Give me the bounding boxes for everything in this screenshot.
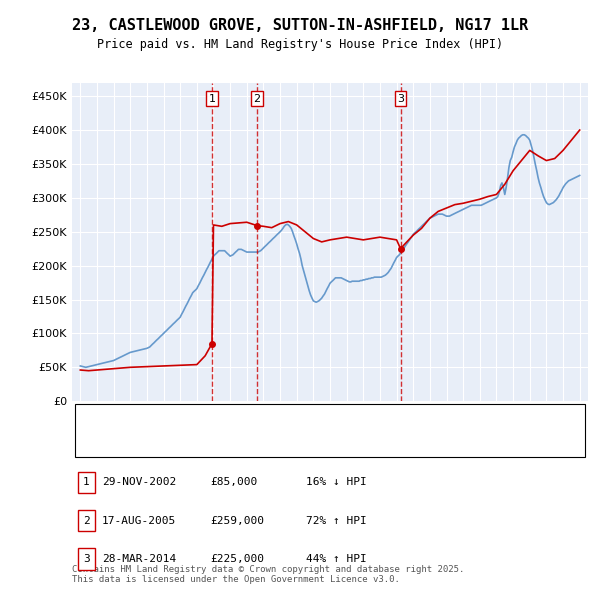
Text: 2: 2 [83,516,90,526]
Text: 28-MAR-2014: 28-MAR-2014 [102,554,176,564]
Text: 3: 3 [397,94,404,103]
Text: £85,000: £85,000 [210,477,257,487]
Text: 23, CASTLEWOOD GROVE, SUTTON-IN-ASHFIELD, NG17 1LR: 23, CASTLEWOOD GROVE, SUTTON-IN-ASHFIELD… [72,18,528,32]
Text: 2: 2 [254,94,260,103]
Text: 72% ↑ HPI: 72% ↑ HPI [306,516,367,526]
Text: 1: 1 [83,477,90,487]
Text: 29-NOV-2002: 29-NOV-2002 [102,477,176,487]
Text: £225,000: £225,000 [210,554,264,564]
Text: Price paid vs. HM Land Registry's House Price Index (HPI): Price paid vs. HM Land Registry's House … [97,38,503,51]
Text: HPI: Average price, detached house, Ashfield: HPI: Average price, detached house, Ashf… [126,434,385,444]
Text: 17-AUG-2005: 17-AUG-2005 [102,516,176,526]
Text: 23, CASTLEWOOD GROVE, SUTTON-IN-ASHFIELD, NG17 1LR (detached house): 23, CASTLEWOOD GROVE, SUTTON-IN-ASHFIELD… [126,415,520,425]
Text: 3: 3 [83,554,90,564]
Text: 16% ↓ HPI: 16% ↓ HPI [306,477,367,487]
Text: 1: 1 [208,94,215,103]
Text: Contains HM Land Registry data © Crown copyright and database right 2025.
This d: Contains HM Land Registry data © Crown c… [72,565,464,584]
Text: £259,000: £259,000 [210,516,264,526]
Text: 44% ↑ HPI: 44% ↑ HPI [306,554,367,564]
